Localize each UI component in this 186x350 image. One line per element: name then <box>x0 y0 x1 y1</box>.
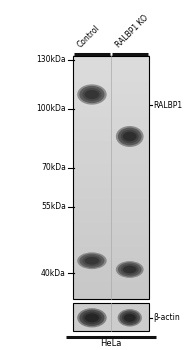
Text: 70kDa: 70kDa <box>41 163 66 173</box>
Ellipse shape <box>124 314 136 322</box>
Ellipse shape <box>85 314 99 322</box>
Text: HeLa: HeLa <box>100 339 122 348</box>
Ellipse shape <box>116 126 144 147</box>
Ellipse shape <box>118 127 142 146</box>
Ellipse shape <box>79 86 105 103</box>
Text: β-actin: β-actin <box>153 313 180 322</box>
Text: RALBP1 KO: RALBP1 KO <box>114 13 150 49</box>
Ellipse shape <box>123 266 137 273</box>
Ellipse shape <box>85 90 99 99</box>
Ellipse shape <box>79 310 105 326</box>
Ellipse shape <box>122 312 138 323</box>
Text: RALBP1: RALBP1 <box>153 100 183 110</box>
Ellipse shape <box>116 261 144 278</box>
Text: Control: Control <box>76 23 102 49</box>
Ellipse shape <box>82 88 102 101</box>
Ellipse shape <box>124 314 135 322</box>
Ellipse shape <box>123 132 137 141</box>
Ellipse shape <box>85 90 99 99</box>
Ellipse shape <box>124 132 136 141</box>
Ellipse shape <box>118 262 142 276</box>
Ellipse shape <box>121 130 139 144</box>
Text: 40kDa: 40kDa <box>41 268 66 278</box>
Ellipse shape <box>119 310 140 325</box>
Ellipse shape <box>118 309 142 327</box>
Ellipse shape <box>82 255 102 266</box>
Ellipse shape <box>77 84 107 105</box>
Ellipse shape <box>77 308 107 328</box>
Ellipse shape <box>79 254 105 268</box>
Text: 55kDa: 55kDa <box>41 202 66 211</box>
Text: 130kDa: 130kDa <box>36 55 66 64</box>
Ellipse shape <box>77 252 107 269</box>
Ellipse shape <box>85 257 99 265</box>
Ellipse shape <box>85 314 99 322</box>
Ellipse shape <box>121 264 139 275</box>
Ellipse shape <box>124 266 136 273</box>
Ellipse shape <box>82 312 102 324</box>
Text: 100kDa: 100kDa <box>36 104 66 113</box>
Ellipse shape <box>85 257 99 265</box>
